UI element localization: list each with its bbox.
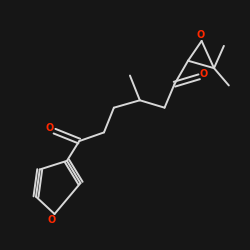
Text: O: O: [48, 215, 56, 225]
Text: O: O: [196, 30, 204, 40]
Text: O: O: [200, 69, 208, 79]
Text: O: O: [46, 123, 54, 133]
